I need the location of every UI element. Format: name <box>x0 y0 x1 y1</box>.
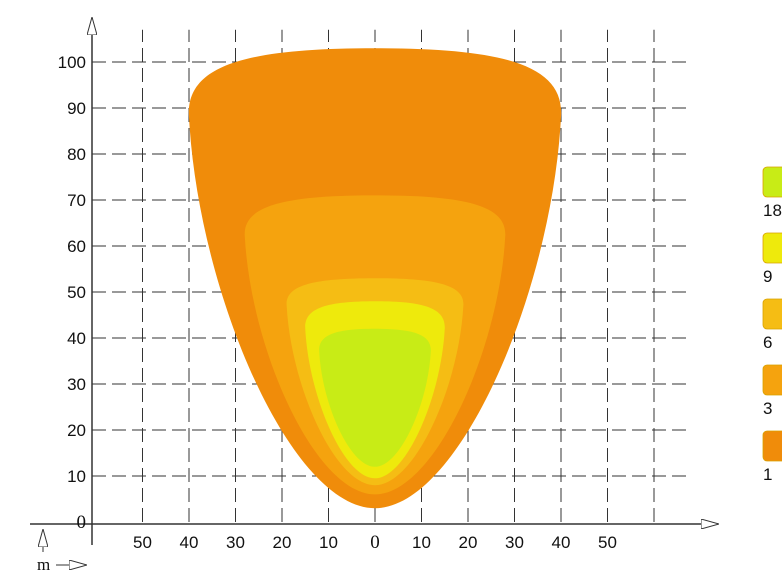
y-tick-label: 50 <box>67 283 86 302</box>
y-tick-label: 60 <box>67 237 86 256</box>
legend-swatch <box>762 232 782 264</box>
legend-label: 6 <box>763 333 772 352</box>
y-tick-label: 70 <box>67 191 86 210</box>
x-tick-label: 40 <box>180 533 199 552</box>
legend-label: 3 <box>763 399 772 418</box>
x-tick-label: 10 <box>319 533 338 552</box>
legend-label: 1 <box>763 465 772 484</box>
y-tick-label: 80 <box>67 145 86 164</box>
y-tick-label: 0 <box>77 512 87 533</box>
legend-swatch <box>762 298 782 330</box>
y-tick-label: 40 <box>67 329 86 348</box>
legend-swatch <box>762 430 782 462</box>
y-tick-label: 90 <box>67 99 86 118</box>
isolux-region-18 <box>319 328 431 467</box>
legend-label: 9 <box>763 267 772 286</box>
x-tick-label: 30 <box>505 533 524 552</box>
x-tick-label: 40 <box>552 533 571 552</box>
legend-swatch <box>762 364 782 396</box>
x-tick-label: 0 <box>370 532 380 553</box>
unit-marker: m <box>37 530 86 572</box>
x-tick-label: 20 <box>273 533 292 552</box>
y-tick-label: 100 <box>58 53 86 72</box>
x-tick-label: 10 <box>412 533 431 552</box>
x-tick-label: 50 <box>133 533 152 552</box>
y-tick-label: 10 <box>67 467 86 486</box>
legend-swatch <box>762 166 782 198</box>
x-tick-label: 20 <box>459 533 478 552</box>
axes <box>30 18 718 545</box>
y-tick-label: 20 <box>67 421 86 440</box>
x-tick-label: 30 <box>226 533 245 552</box>
legend: 18 9 6 3 1 <box>762 166 782 484</box>
y-tick-label: 30 <box>67 375 86 394</box>
isolux-regions <box>188 48 562 509</box>
unit-label: m <box>37 555 50 572</box>
x-tick-label: 50 <box>598 533 617 552</box>
legend-label: 18 <box>763 201 782 220</box>
